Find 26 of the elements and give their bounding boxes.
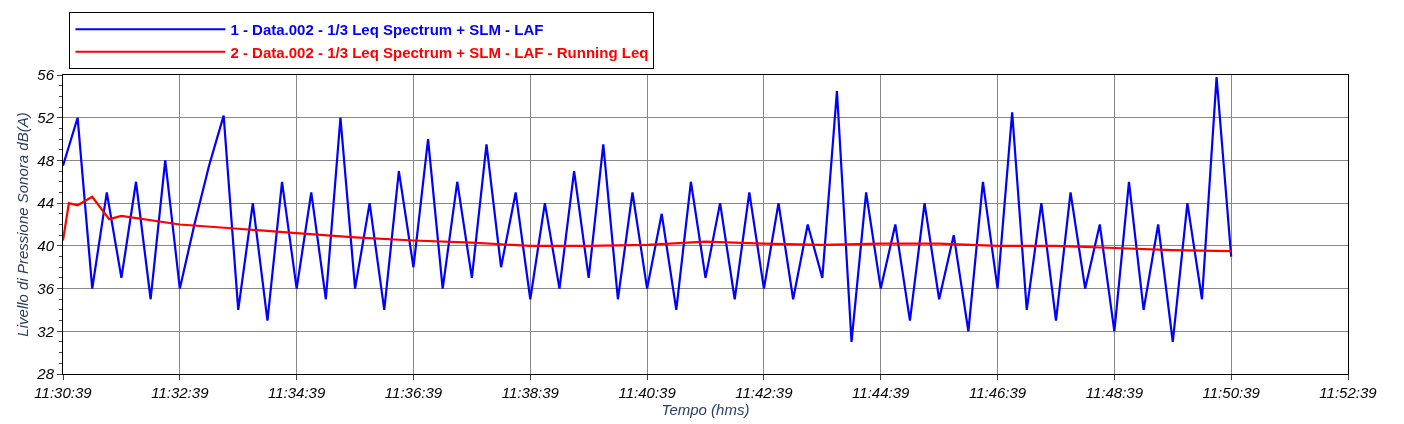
x-tick-label: 11:44:39 xyxy=(852,384,911,401)
y-tick-label: 40 xyxy=(37,237,55,255)
y-tick-label: 36 xyxy=(37,279,55,297)
y-tick-label: 56 xyxy=(37,66,55,84)
x-tick-label: 11:50:39 xyxy=(1202,384,1261,401)
x-tick-label: 11:48:39 xyxy=(1085,384,1144,401)
x-tick-label: 11:30:39 xyxy=(34,384,93,401)
y-tick-label: 44 xyxy=(37,194,54,212)
line-series xyxy=(63,195,1233,253)
x-tick-label: 11:42:39 xyxy=(735,384,794,401)
y-tick-label: 32 xyxy=(37,322,55,340)
x-axis-title: Tempo (hms) xyxy=(661,401,750,418)
text: 1 - Data.002 - 1/3 Leq Spectrum + SLM - LAF xyxy=(230,21,544,39)
x-tick-label: 11:52:39 xyxy=(1319,384,1378,401)
line-series xyxy=(63,76,1233,344)
y-axis-title: Livello di Pressione Sonora dB(A) xyxy=(13,112,31,337)
y-tick-label: 28 xyxy=(36,365,55,383)
x-tick-label: 11:36:39 xyxy=(384,384,443,401)
y-tick-label: 48 xyxy=(37,151,55,169)
x-tick-label: 11:46:39 xyxy=(968,384,1027,401)
x-tick-label: 11:32:39 xyxy=(151,384,210,401)
y-tick-label: 52 xyxy=(37,108,55,126)
x-tick-label: 11:40:39 xyxy=(618,384,677,401)
x-tick-label: 11:38:39 xyxy=(501,384,560,401)
x-tick-label: 11:34:39 xyxy=(268,384,326,401)
text: 2 - Data.002 - 1/3 Leq Spectrum + SLM - LAF - Running Leq xyxy=(230,43,649,61)
